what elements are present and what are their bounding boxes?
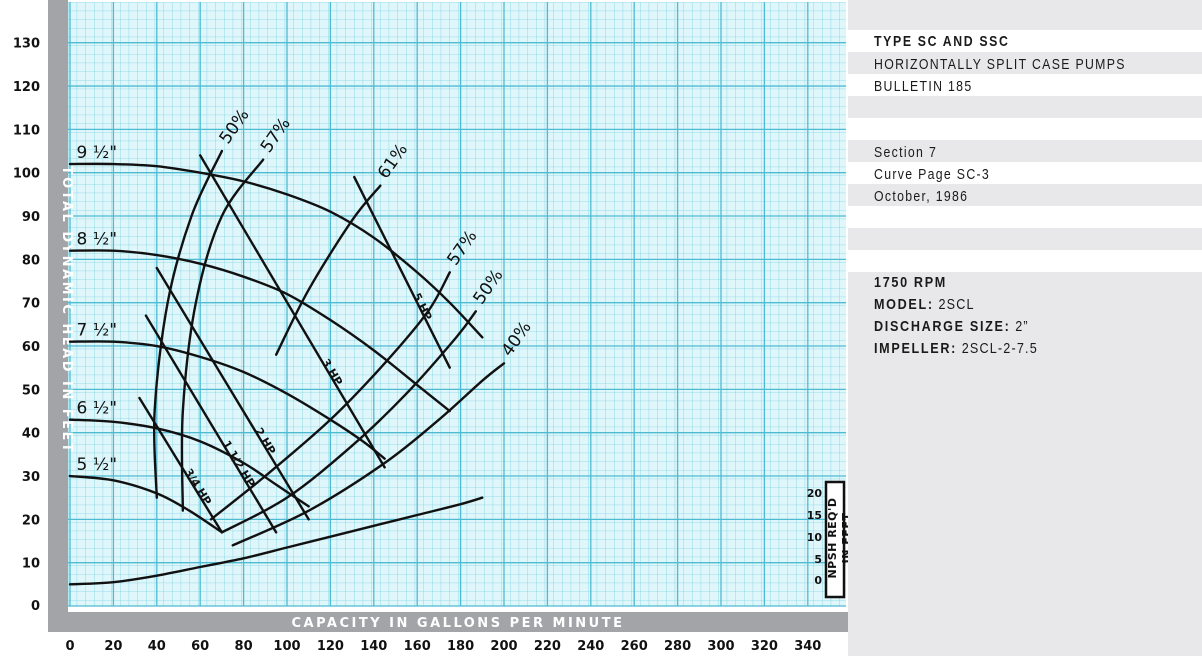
x-axis-title: CAPACITY IN GALLONS PER MINUTE: [292, 616, 625, 631]
y-axis-title: TOTAL DYNAMIC HEAD IN FEET: [59, 166, 74, 455]
x-tick-label: 300: [707, 639, 734, 654]
issue-date: October, 1986: [874, 188, 969, 205]
x-tick-label: 200: [490, 639, 517, 654]
horsepower-line: [199, 154, 386, 469]
model-key: MODEL:: [874, 296, 934, 313]
y-tick-label: 10: [22, 557, 40, 572]
x-tick-label: 340: [794, 639, 821, 654]
plot-grid: [68, 2, 846, 607]
x-tick-label: 160: [404, 639, 431, 654]
impeller-key: IMPELLER:: [874, 340, 958, 357]
head-capacity-curve: [68, 249, 451, 413]
rpm-value: 1750 RPM: [874, 274, 947, 291]
y-tick-label: 20: [22, 513, 40, 528]
x-tick-label: 60: [191, 639, 209, 654]
y-tick-label: 130: [13, 37, 40, 52]
efficiency-curve: [152, 149, 224, 499]
impeller-value: 2SCL-2-7.5: [961, 340, 1038, 357]
y-tick-label: 110: [13, 123, 40, 138]
x-axis-band: [48, 612, 848, 632]
minor-gridlines: [68, 2, 846, 606]
info-row-bg: [848, 162, 1202, 184]
npsh-tick-label: 15: [807, 509, 822, 522]
discharge-key: DISCHARGE SIZE:: [874, 318, 1011, 335]
curve-page: Curve Page SC-3: [874, 166, 991, 183]
efficiency-curve: [180, 158, 265, 512]
discharge-spec: DISCHARGE SIZE: 2”: [874, 318, 1029, 335]
impeller-diameter-label: 7 ½": [77, 321, 118, 341]
y-tick-label: 30: [22, 470, 40, 485]
model-value: 2SCL: [938, 296, 975, 313]
info-row-bg: [848, 30, 1202, 52]
x-tick-label: 140: [360, 639, 387, 654]
x-tick-label: 40: [148, 639, 166, 654]
y-tick-label: 80: [22, 253, 40, 268]
horsepower-line: [144, 314, 278, 534]
npsh-title-line2: IN FEET: [840, 513, 848, 564]
npsh-tick-label: 5: [814, 553, 822, 566]
y-axis-band: [48, 0, 68, 612]
impeller-spec: IMPELLER: 2SCL-2-7.5: [874, 340, 1038, 357]
impeller-diameter-label: 6 ½": [77, 399, 118, 419]
curves-layer: [68, 149, 506, 586]
pump-type-title: TYPE SC AND SSC: [874, 33, 1010, 50]
y-tick-label: 40: [22, 427, 40, 442]
y-tick-label: 100: [13, 167, 40, 182]
info-row-bg: [848, 250, 1202, 272]
y-tick-label: 60: [22, 340, 40, 355]
x-tick-label: 20: [104, 639, 122, 654]
horsepower-line: [138, 396, 224, 534]
pump-type-subtitle: HORIZONTALLY SPLIT CASE PUMPS: [874, 56, 1126, 73]
y-tick-label: 0: [31, 599, 40, 614]
x-tick-label: 180: [447, 639, 474, 654]
discharge-value: 2”: [1015, 318, 1029, 335]
bulletin-number: BULLETIN 185: [874, 78, 973, 95]
y-tick-label: 70: [22, 297, 40, 312]
x-tick-label: 320: [751, 639, 778, 654]
impeller-diameter-label: 5 ½": [77, 455, 118, 475]
model-spec: MODEL: 2SCL: [874, 296, 975, 313]
horsepower-line: [155, 266, 310, 521]
y-tick-label: 120: [13, 80, 40, 95]
head-capacity-curve: [68, 418, 310, 508]
y-tick-label: 50: [22, 383, 40, 398]
section-number: Section 7: [874, 144, 938, 161]
x-tick-label: 260: [621, 639, 648, 654]
y-tick-label: 90: [22, 210, 40, 225]
impeller-diameter-label: 8 ½": [77, 230, 118, 250]
info-row-bg: [848, 118, 1202, 140]
info-panel: TYPE SC AND SSC HORIZONTALLY SPLIT CASE …: [848, 0, 1202, 656]
info-row-bg: [848, 206, 1202, 228]
npsh-title-box: [824, 480, 846, 599]
npsh-title-line1: NPSH REQ'D: [826, 497, 839, 578]
efficiency-curve: [209, 271, 451, 521]
info-row-bg: [848, 74, 1202, 96]
x-tick-label: 120: [317, 639, 344, 654]
npsh-curve: [68, 496, 484, 586]
head-capacity-curve: [68, 162, 484, 339]
x-tick-label: 280: [664, 639, 691, 654]
npsh-tick-label: 20: [807, 487, 823, 500]
x-tick-label: 0: [65, 639, 74, 654]
x-tick-label: 80: [235, 639, 253, 654]
rpm-spec: 1750 RPM: [874, 274, 947, 291]
impeller-diameter-label: 9 ½": [77, 143, 118, 163]
x-tick-label: 100: [273, 639, 300, 654]
horsepower-line: [353, 175, 451, 369]
npsh-axis: NPSH REQ'D IN FEET 20 15 10 5 0: [807, 480, 848, 599]
efficiency-curve: [220, 310, 477, 534]
x-tick-label: 220: [534, 639, 561, 654]
head-capacity-curve: [68, 340, 386, 460]
x-tick-label: 240: [577, 639, 604, 654]
npsh-tick-label: 10: [807, 531, 823, 544]
npsh-tick-label: 0: [814, 574, 822, 587]
efficiency-curve: [231, 362, 506, 547]
